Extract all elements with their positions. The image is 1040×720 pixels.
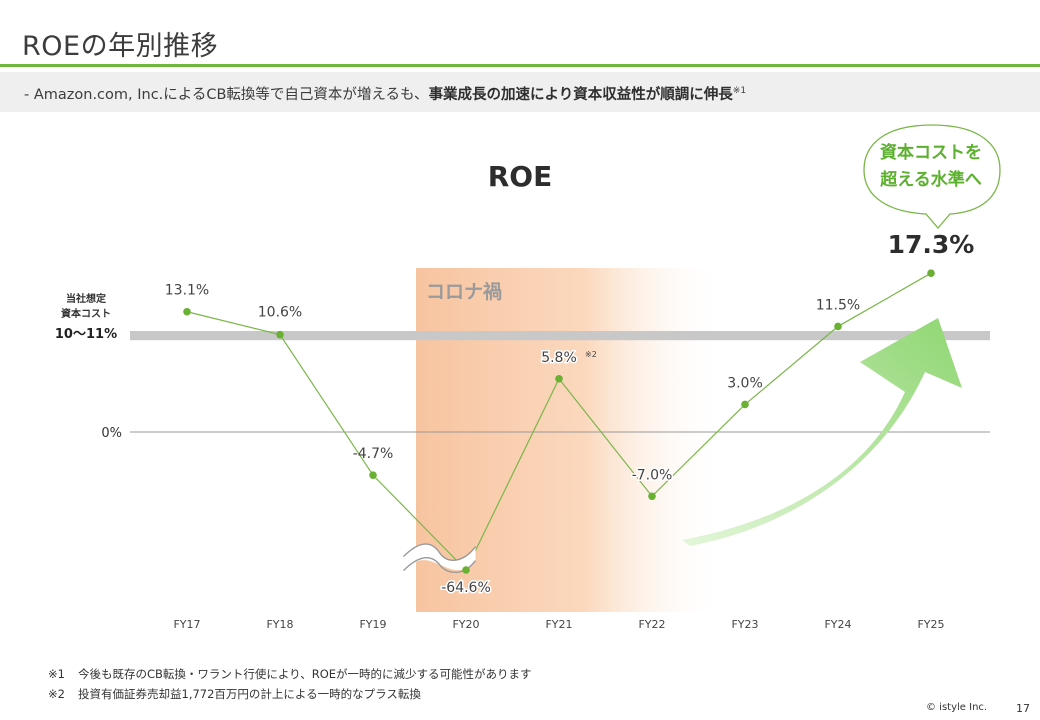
page-number: 17 [1016, 702, 1030, 715]
subtitle-prefix: - Amazon.com, Inc.によるCB転換等で自己資本が増えるも、 [24, 87, 429, 103]
roe-label-fy17: 13.1% [165, 283, 209, 299]
roe-point-fy22 [648, 492, 656, 501]
x-tick-fy25: FY25 [917, 618, 944, 631]
subtitle-mark: ※1 [732, 86, 747, 97]
footnote-1-text: 今後も既存のCB転換・ワラント行使により、ROEが一時的に減少する可能性がありま… [78, 667, 532, 681]
cost-band-label-line1: 当社想定 [66, 292, 106, 305]
x-tick-fy17: FY17 [173, 618, 200, 631]
x-tick-fy18: FY18 [266, 618, 293, 631]
roe-point-fy18 [276, 330, 284, 339]
x-tick-fy20: FY20 [452, 618, 479, 631]
roe-point-fy17 [183, 307, 191, 316]
roe-point-fy21 [555, 374, 563, 383]
cost-band-label-value: 10～11% [55, 327, 117, 342]
x-tick-fy22: FY22 [638, 618, 665, 631]
cost-of-capital-band [130, 331, 990, 341]
roe-point-fy24 [834, 322, 842, 331]
zero-axis-label: 0% [101, 426, 122, 441]
footnote-2-text: 投資有価証券売却益1,772百万円の計上による一時的なプラス転換 [78, 687, 421, 701]
roe-label-fy23: 3.0% [727, 375, 763, 391]
roe-label-fy25: 17.3% [888, 230, 975, 259]
callout-bubble: 資本コストを 超える水準へ [863, 124, 1001, 229]
roe-point-fy23 [741, 400, 749, 409]
roe-label-fy19: -4.7% [353, 446, 394, 462]
roe-label-fy21: 5.8% [541, 350, 577, 366]
x-tick-fy24: FY24 [824, 618, 851, 631]
footnote-1-mark: ※1 [48, 667, 65, 681]
callout-line1: 資本コストを [880, 142, 982, 163]
roe-point-fy20 [462, 566, 470, 574]
x-tick-fy21: FY21 [545, 618, 572, 631]
x-tick-fy19: FY19 [359, 618, 386, 631]
roe-label-mark-fy21: ※2 [585, 350, 597, 359]
footnote-2: ※2 投資有価証券売却益1,772百万円の計上による一時的なプラス転換 [48, 686, 421, 702]
copyright: © istyle Inc. [926, 702, 988, 713]
roe-label-fy20: -64.6% [441, 580, 491, 596]
cost-band-label-line2: 資本コスト [61, 307, 111, 320]
subtitle: - Amazon.com, Inc.によるCB転換等で自己資本が増えるも、事業成… [24, 83, 746, 104]
roe-label-fy22: -7.0% [632, 467, 673, 483]
subtitle-bold: 事業成長の加速により資本収益性が順調に伸長 [428, 87, 733, 103]
roe-point-fy25 [927, 269, 935, 277]
footnote-1: ※1 今後も既存のCB転換・ワラント行使により、ROEが一時的に減少する可能性があ… [48, 666, 532, 682]
growth-arrow [682, 318, 962, 546]
covid-period-label: コロナ禍 [426, 280, 502, 303]
subtitle-band: - Amazon.com, Inc.によるCB転換等で自己資本が増えるも、事業成… [0, 72, 1040, 112]
roe-label-fy24: 11.5% [816, 297, 860, 313]
title-divider [0, 64, 1040, 67]
roe-point-fy19 [369, 471, 377, 479]
roe-label-fy18: 10.6% [258, 305, 302, 321]
chart-title: ROE [488, 160, 553, 193]
footnote-2-mark: ※2 [48, 687, 65, 701]
x-tick-fy23: FY23 [731, 618, 758, 631]
callout-line2: 超える水準へ [880, 169, 982, 190]
page-title: ROEの年別推移 [22, 31, 219, 62]
